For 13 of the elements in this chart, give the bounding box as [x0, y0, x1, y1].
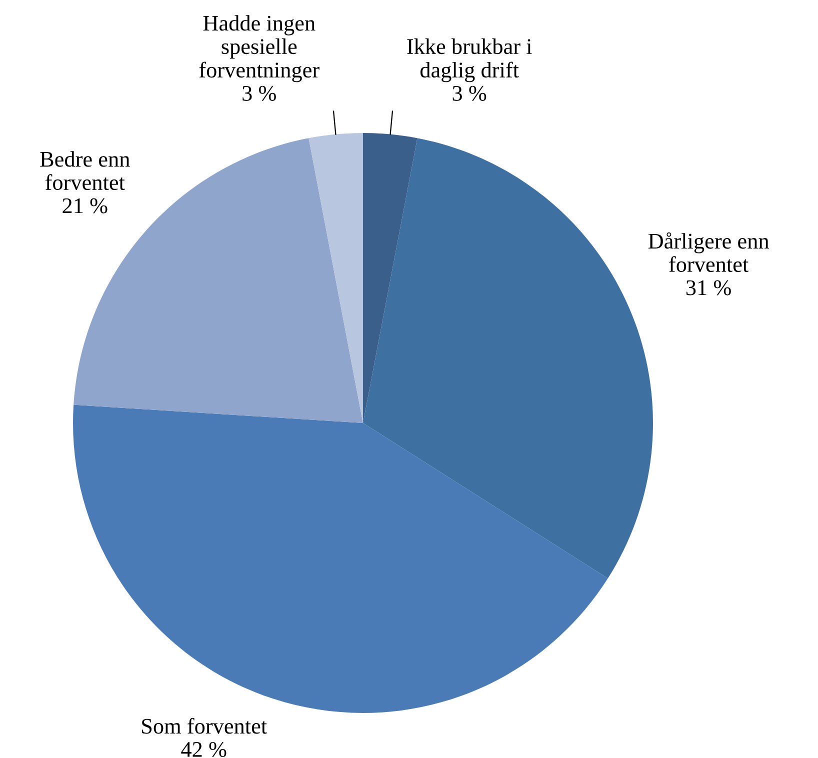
slice-label: Dårligere enn forventet — [648, 232, 769, 272]
slice-label: Som forventet — [142, 718, 267, 734]
slice-label: Hadde ingen spesielle forventninger — [199, 15, 320, 82]
data-label: 31 % — [686, 280, 731, 296]
pie-slice — [363, 133, 418, 423]
pie-slice — [308, 133, 363, 423]
slice-label: Bedre enn forventet — [40, 151, 130, 190]
pie-slice — [73, 404, 608, 713]
data-label: 3 % — [242, 86, 276, 101]
slice-label: Ikke brukbar i daglig drift — [407, 38, 532, 82]
data-label: 42 % — [181, 742, 226, 758]
data-label: 3 % — [452, 86, 486, 101]
data-label: 21 % — [62, 198, 108, 214]
